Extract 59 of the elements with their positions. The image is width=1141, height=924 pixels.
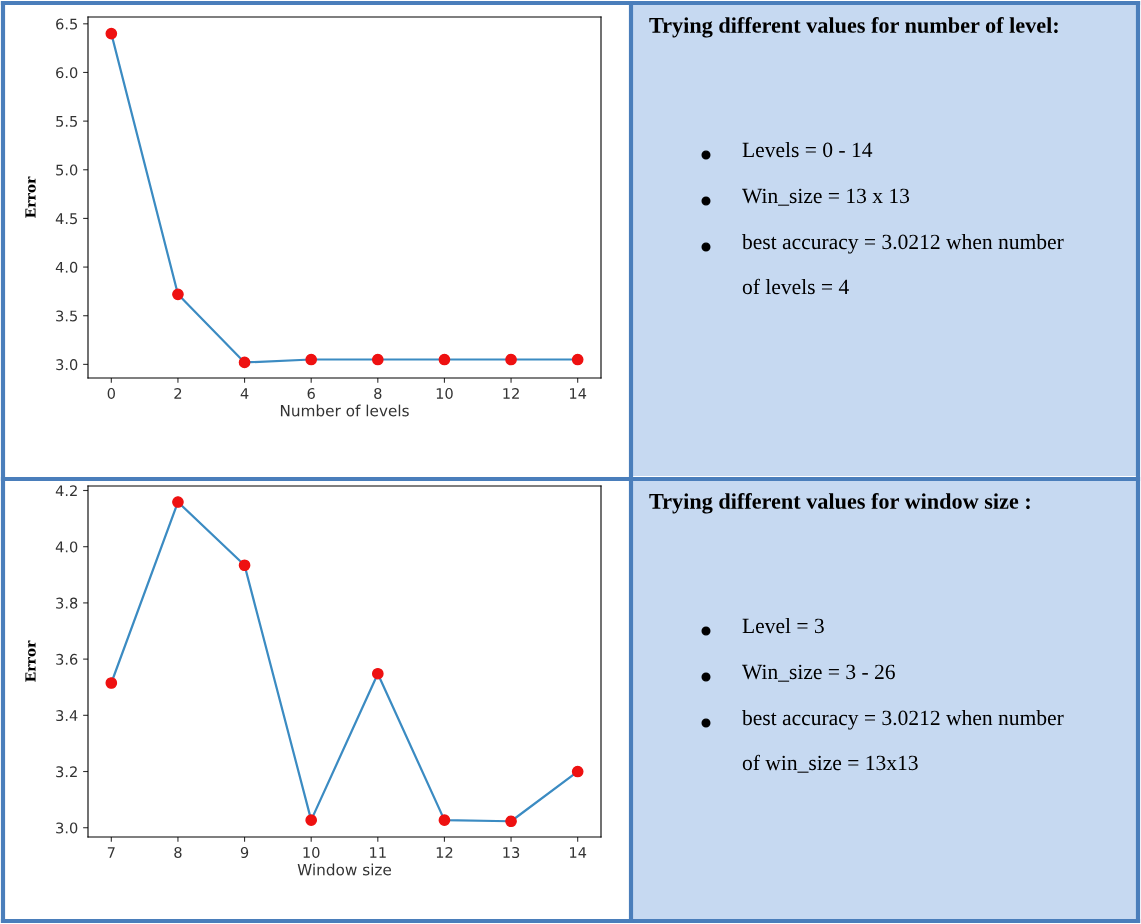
x-tick-label: 7 (107, 847, 115, 858)
y-tick-label: 3.4 (56, 710, 78, 722)
y-tick-label: 6.0 (56, 67, 78, 79)
point (105, 27, 118, 40)
x-tick-label: 6 (307, 387, 315, 400)
y-tick-label: 5.0 (56, 164, 78, 176)
y-tick-label: 3.5 (56, 310, 77, 322)
text: best accuracy = 3.0212 when number of win_size = 13x13 (742, 710, 1064, 773)
x-tick-label: 11 (370, 847, 386, 858)
text: Level = 3 (742, 618, 824, 634)
y-tick-label: 3.8 (56, 597, 78, 609)
y-tick-label: 3.0 (56, 822, 78, 834)
point (371, 353, 384, 366)
text: Win_size = 3 - 26 (742, 664, 895, 682)
y-tick-label: 6.5 (56, 18, 77, 30)
text: Win_size = 13 x 13 (742, 188, 910, 206)
point (505, 353, 517, 366)
x-axis-title: Window size (297, 863, 392, 876)
x-tick-label: 14 (570, 388, 587, 399)
text: Trying different values for number of level: (649, 17, 1058, 38)
y-axis-title: Error (25, 176, 36, 218)
point (438, 353, 451, 366)
y-tick-label: 4.5 (55, 213, 77, 225)
y-tick-label: 4.0 (55, 261, 78, 273)
y-tick-label: 3.2 (56, 766, 77, 778)
x-tick-label: 10 (436, 387, 453, 400)
x-tick-label: 4 (240, 388, 249, 399)
y-tick-label: 4.2 (55, 485, 77, 497)
point (505, 815, 517, 828)
y-tick-label: 4.0 (55, 541, 78, 553)
point (172, 288, 184, 301)
point (305, 353, 318, 366)
x-tick-label: 12 (436, 846, 453, 858)
point (438, 814, 451, 826)
point (305, 814, 318, 826)
x-tick-label: 14 (570, 847, 587, 858)
x-tick-label: 10 (303, 846, 320, 859)
point (105, 677, 118, 689)
point (238, 356, 251, 369)
x-tick-label: 2 (174, 387, 182, 399)
point (571, 765, 584, 778)
y-tick-label: 3.0 (56, 359, 78, 371)
x-tick-label: 13 (503, 846, 520, 859)
point (371, 667, 384, 680)
point (571, 353, 584, 366)
x-tick-label: 0 (107, 387, 115, 400)
text: Trying different values for window size : (649, 493, 1030, 514)
x-axis-title: Number of levels (280, 404, 409, 417)
x-tick-label: 9 (240, 846, 249, 859)
text: Levels = 0 - 14 (742, 142, 873, 158)
x-tick-label: 12 (503, 387, 519, 399)
point (238, 559, 251, 572)
point (172, 496, 184, 508)
text: best accuracy = 3.0212 when number of levels = 4 (742, 234, 1064, 295)
y-axis-title: Error (25, 640, 36, 682)
x-tick-label: 8 (374, 387, 382, 400)
x-tick-label: 8 (174, 846, 182, 859)
y-tick-label: 5.5 (56, 116, 77, 127)
y-tick-label: 3.6 (56, 653, 78, 665)
